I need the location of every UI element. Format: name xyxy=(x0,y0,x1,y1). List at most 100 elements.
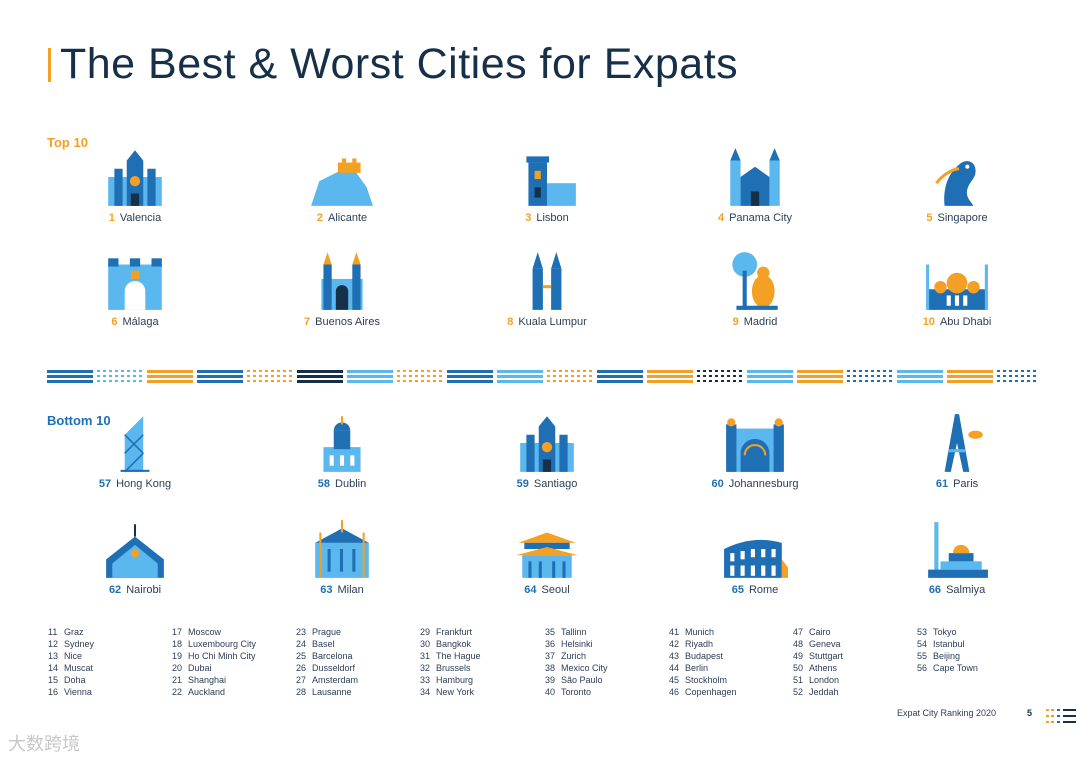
ranking-number: 41 xyxy=(669,627,680,637)
top-city-8: 8 Kuala Lumpur xyxy=(457,250,637,328)
city-rank: 58 xyxy=(317,478,331,490)
ranking-number: 21 xyxy=(172,675,183,685)
city-caption: 2 Alicante xyxy=(252,212,432,224)
ranking-city: Tokyo xyxy=(933,627,957,637)
ranking-city: Shanghai xyxy=(188,675,227,685)
church-towers-icon xyxy=(730,148,780,206)
city-name: Seoul xyxy=(541,584,570,596)
ranking-row: 25 Barcelona xyxy=(296,650,358,662)
city-name: Johannesburg xyxy=(728,478,799,490)
ranking-row: 45 Stockholm xyxy=(669,674,737,686)
city-caption: 64 Seoul xyxy=(457,584,637,596)
ranking-city: Athens xyxy=(809,663,838,673)
ranking-city: Lausanne xyxy=(312,687,352,697)
ranking-city: Cairo xyxy=(809,627,831,637)
ranking-number: 38 xyxy=(545,663,556,673)
city-name: Buenos Aires xyxy=(315,316,380,328)
page-number: 5 xyxy=(1027,708,1033,718)
ranking-number: 39 xyxy=(545,675,556,685)
ranking-city: The Hague xyxy=(436,651,481,661)
city-caption: 58 Dublin xyxy=(252,478,432,490)
ranking-row: 52 Jeddah xyxy=(793,686,843,698)
top-city-3: 3 Lisbon xyxy=(457,146,637,224)
city-name: Dublin xyxy=(335,478,367,490)
ranking-city: Jeddah xyxy=(809,687,839,697)
city-caption: 63 Milan xyxy=(252,584,432,596)
city-caption: 6 Málaga xyxy=(45,316,225,328)
bottom-city-60: 60 Johannesburg xyxy=(665,412,845,490)
city-name: Salmiya xyxy=(946,584,986,596)
ranking-number: 40 xyxy=(545,687,556,697)
ranking-number: 23 xyxy=(296,627,307,637)
ranking-row: 23 Prague xyxy=(296,626,358,638)
ranking-row: 15 Doha xyxy=(48,674,94,686)
ranking-city: Auckland xyxy=(188,687,226,697)
bottom-10-label: Bottom 10 xyxy=(47,413,111,428)
ranking-number: 31 xyxy=(420,651,431,661)
ranking-city: Copenhagen xyxy=(685,687,737,697)
ranking-row: 50 Athens xyxy=(793,662,843,674)
ranking-number: 20 xyxy=(172,663,183,673)
city-rank: 4 xyxy=(717,212,725,224)
merlion-icon xyxy=(935,161,976,206)
watermark: 大数跨境 xyxy=(8,734,80,754)
ranking-row: 21 Shanghai xyxy=(172,674,256,686)
city-name: Alicante xyxy=(327,212,368,224)
city-rank: 63 xyxy=(320,584,333,596)
ranking-row: 51 London xyxy=(793,674,843,686)
colosseum-icon xyxy=(724,539,788,578)
city-caption: 61 Paris xyxy=(867,478,1047,490)
bottom-city-63: 63 Milan xyxy=(252,518,432,596)
ranking-number: 36 xyxy=(545,639,556,649)
ranking-number: 19 xyxy=(172,651,183,661)
ranking-row: 18 Luxembourg City xyxy=(172,638,256,650)
city-name: Kuala Lumpur xyxy=(518,316,587,328)
ranking-city: Muscat xyxy=(64,663,94,673)
ranking-column: 11 Graz 12 Sydney 13 Nice 14 Muscat 15 Doha 16 Vien… xyxy=(48,626,94,698)
ranking-number: 35 xyxy=(545,627,556,637)
ranking-column: 35 Tallinn 36 Helsinki 37 Zurich 38 Mexico City… xyxy=(545,626,608,698)
ranking-number: 46 xyxy=(669,687,680,697)
ranking-row: 26 Dusseldorf xyxy=(296,662,358,674)
ranking-row: 11 Graz xyxy=(48,626,94,638)
top-city-4: 4 Panama City xyxy=(665,146,845,224)
ranking-number: 16 xyxy=(48,687,59,697)
city-caption: 59 Santiago xyxy=(457,478,637,490)
ranking-city: Luxembourg City xyxy=(188,639,257,649)
ranking-number: 53 xyxy=(917,627,928,637)
bottom-city-64: 64 Seoul xyxy=(457,518,637,596)
ranking-number: 55 xyxy=(917,651,928,661)
arched-hall-icon xyxy=(726,418,784,472)
bottom-city-65: 65 Rome xyxy=(665,518,845,596)
city-caption: 62 Nairobi xyxy=(45,584,225,596)
ranking-number: 37 xyxy=(545,651,556,661)
ranking-row: 39 São Paulo xyxy=(545,674,608,686)
gothic-cathedral-icon xyxy=(321,252,363,310)
ranking-city: Munich xyxy=(685,627,715,637)
cathedral-icon xyxy=(108,150,162,206)
city-rank: 62 xyxy=(108,584,122,596)
ranking-number: 24 xyxy=(296,639,307,649)
divider-pattern xyxy=(47,370,1036,383)
top-10-label: Top 10 xyxy=(47,135,88,150)
ranking-number: 18 xyxy=(172,639,183,649)
ranking-number: 48 xyxy=(793,639,804,649)
ranking-city: Berlin xyxy=(685,663,709,673)
bottom-city-57: 57 Hong Kong xyxy=(45,412,225,490)
ranking-row: 44 Berlin xyxy=(669,662,737,674)
ranking-row: 42 Riyadh xyxy=(669,638,737,650)
ranking-row: 16 Vienna xyxy=(48,686,94,698)
ranking-number: 14 xyxy=(48,663,59,673)
ranking-number: 56 xyxy=(917,663,928,673)
ranking-city: Dusseldorf xyxy=(312,663,356,673)
ranking-city: Zurich xyxy=(561,651,587,661)
bottom-city-66: 66 Salmiya xyxy=(867,518,1047,596)
ranking-city: Bangkok xyxy=(436,639,472,649)
ranking-row: 48 Geneva xyxy=(793,638,843,650)
ranking-row: 34 New York xyxy=(420,686,481,698)
ranking-city: Doha xyxy=(64,675,86,685)
ranking-city: Budapest xyxy=(685,651,724,661)
ranking-city: Basel xyxy=(312,639,335,649)
city-caption: 65 Rome xyxy=(665,584,845,596)
ranking-city: Hamburg xyxy=(436,675,474,685)
